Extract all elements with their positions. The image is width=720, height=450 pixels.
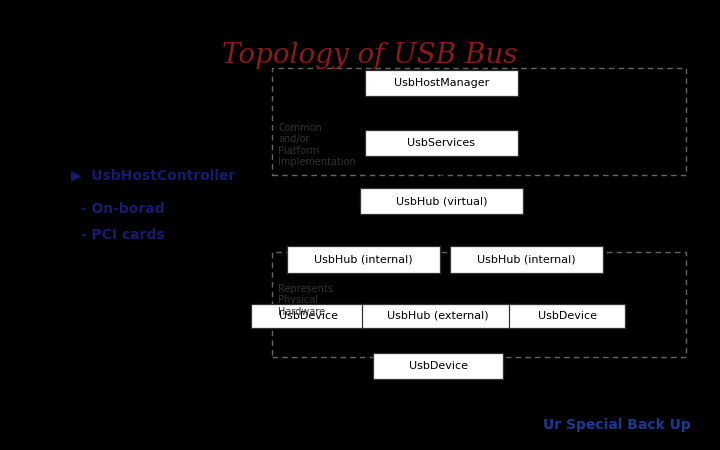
FancyBboxPatch shape (365, 70, 518, 96)
Text: Represents
Physical
Hardware: Represents Physical Hardware (279, 284, 333, 317)
FancyBboxPatch shape (360, 188, 523, 215)
Text: Topology of USB Bus: Topology of USB Bus (222, 42, 518, 69)
FancyBboxPatch shape (510, 304, 625, 328)
Text: UsbDevice: UsbDevice (279, 310, 338, 321)
Text: - On-borad: - On-borad (71, 202, 165, 216)
FancyBboxPatch shape (251, 304, 366, 328)
Text: UsbHub (internal): UsbHub (internal) (477, 255, 576, 265)
Text: Ur Special Back Up: Ur Special Back Up (544, 418, 691, 432)
Text: - PCI cards: - PCI cards (71, 228, 165, 242)
Text: UsbDevice: UsbDevice (538, 310, 597, 321)
Text: UsbDevice: UsbDevice (408, 361, 467, 371)
Text: Common
and/or
Platform
Implementation: Common and/or Platform Implementation (279, 123, 356, 167)
FancyBboxPatch shape (365, 130, 518, 157)
FancyBboxPatch shape (374, 353, 503, 379)
Text: UsbHub (external): UsbHub (external) (387, 310, 489, 321)
Bar (271, 252, 686, 357)
FancyBboxPatch shape (450, 246, 603, 273)
Text: UsbHostManager: UsbHostManager (394, 78, 489, 88)
FancyBboxPatch shape (287, 246, 440, 273)
Bar (271, 68, 686, 175)
Text: UsbHub (internal): UsbHub (internal) (314, 255, 413, 265)
Text: UsbServices: UsbServices (408, 138, 475, 148)
Text: UsbHub (virtual): UsbHub (virtual) (396, 196, 487, 207)
Text: ▶  UsbHostController: ▶ UsbHostController (71, 168, 235, 182)
FancyBboxPatch shape (361, 304, 515, 328)
